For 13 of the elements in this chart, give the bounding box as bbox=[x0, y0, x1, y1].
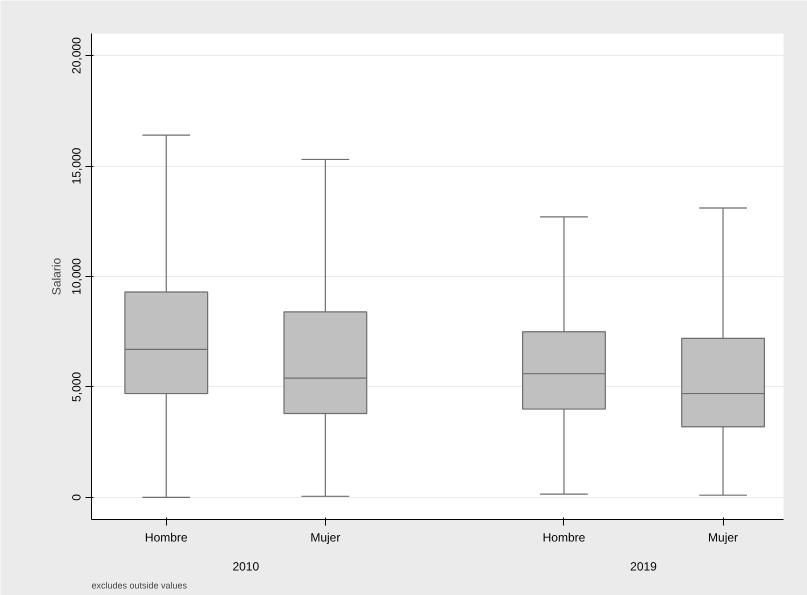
y-tick-label: 20,000 bbox=[70, 36, 84, 74]
x-tick-label: Mujer bbox=[708, 530, 738, 544]
y-tick-label: 5,000 bbox=[70, 372, 84, 402]
x-tick-label: Hombre bbox=[542, 530, 586, 544]
y-tick-label: 15,000 bbox=[70, 147, 84, 184]
text: 2019 bbox=[630, 560, 658, 574]
y-tick-label: 10,000 bbox=[70, 258, 84, 295]
y-axis-title: Salario bbox=[50, 257, 64, 296]
x-tick-label: Hombre bbox=[144, 530, 188, 544]
text: excludes outside values bbox=[92, 580, 188, 590]
x-tick-label: Mujer bbox=[310, 530, 340, 544]
text: 2010 bbox=[232, 560, 260, 574]
y-tick-label: 0 bbox=[70, 494, 84, 501]
